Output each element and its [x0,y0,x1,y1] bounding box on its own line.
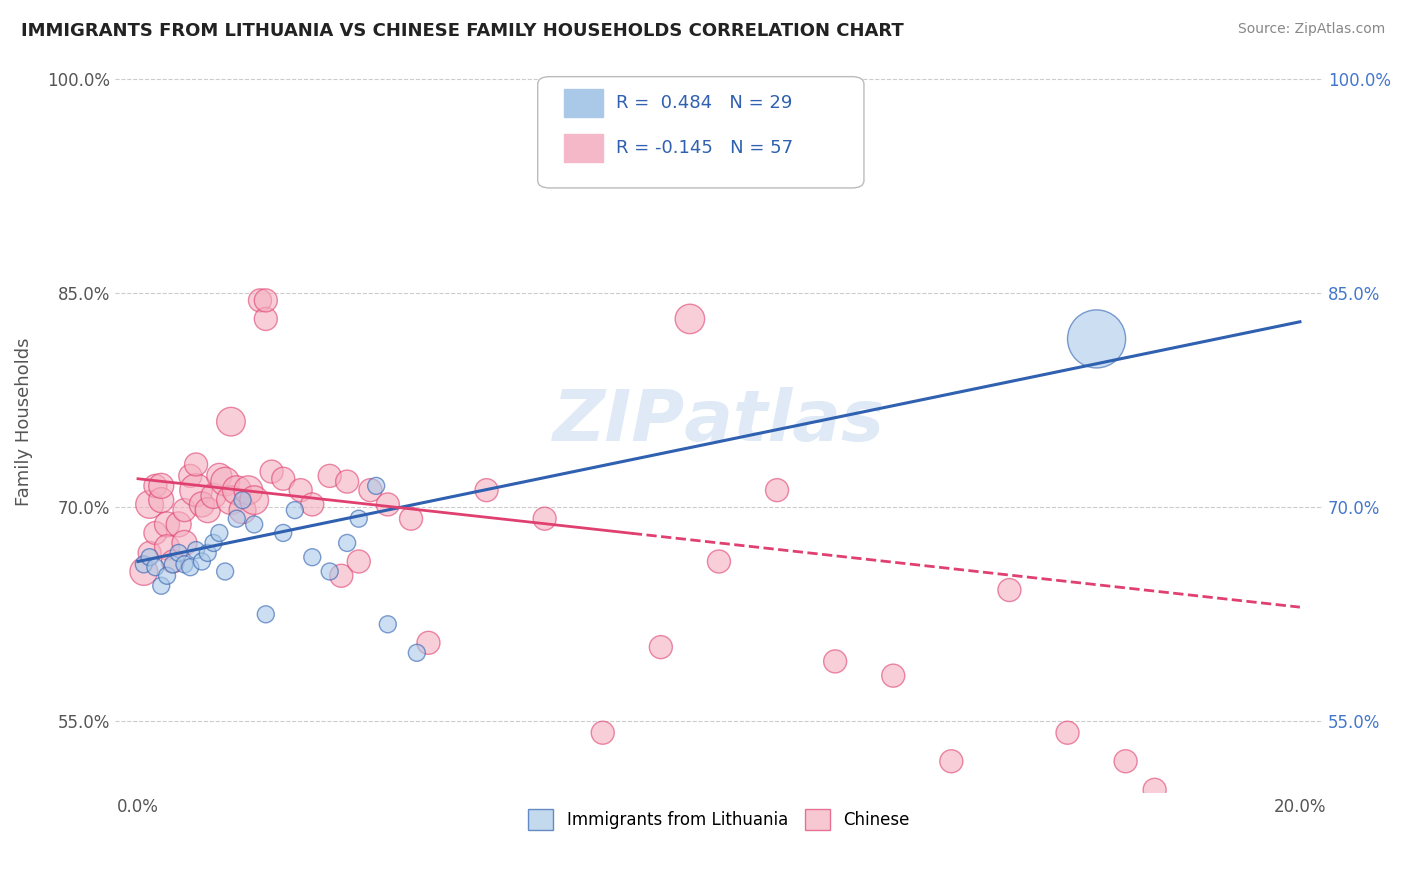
Point [191,497,214,511]
Point [1085,332,1108,346]
Text: R =  0.484   N = 29: R = 0.484 N = 29 [616,95,793,112]
Point [336,536,359,550]
Point [301,550,323,565]
Point [145,479,167,493]
Point [167,517,190,532]
Point [214,475,236,489]
Point [225,511,247,525]
Point [167,546,190,560]
Point [184,483,207,498]
Point [679,312,702,326]
Point [254,312,277,326]
Point [318,469,340,483]
Point [824,654,846,668]
Point [225,483,247,498]
Point [138,550,160,565]
Point [377,497,399,511]
Point [243,517,266,532]
Point [184,543,207,558]
Point [301,497,323,511]
Point [162,554,184,568]
Point [260,465,283,479]
Point [1115,754,1137,768]
Point [998,582,1021,597]
Bar [564,89,603,118]
Point [271,472,294,486]
Y-axis label: Family Households: Family Households [15,337,32,506]
Point [238,483,260,498]
Text: R = -0.145   N = 57: R = -0.145 N = 57 [616,139,793,157]
Point [219,493,242,508]
Point [197,503,219,517]
Point [145,525,167,540]
Point [271,525,294,540]
Point [882,668,904,682]
Point [191,554,214,568]
Point [179,469,201,483]
Point [208,525,231,540]
Point [145,560,167,574]
Legend: Immigrants from Lithuania, Chinese: Immigrants from Lithuania, Chinese [522,803,917,837]
Point [249,293,271,308]
Point [232,503,254,517]
Point [336,475,359,489]
Point [347,511,370,525]
Point [214,565,236,579]
Point [359,483,381,498]
Point [162,558,184,572]
Point [707,554,730,568]
Point [138,497,160,511]
Point [290,483,312,498]
Text: ZIP​atlas: ZIP​atlas [553,387,884,456]
Point [173,536,195,550]
Point [533,511,555,525]
Point [318,565,340,579]
Point [766,483,789,498]
Text: IMMIGRANTS FROM LITHUANIA VS CHINESE FAMILY HOUSEHOLDS CORRELATION CHART: IMMIGRANTS FROM LITHUANIA VS CHINESE FAM… [21,22,904,40]
Point [150,579,173,593]
Point [284,503,307,517]
Point [592,725,614,739]
Point [208,469,231,483]
Point [418,636,440,650]
Point [202,489,225,503]
Point [1143,782,1166,797]
Point [156,540,179,554]
Point [184,458,207,472]
Point [202,536,225,550]
Point [405,646,427,660]
Text: Source: ZipAtlas.com: Source: ZipAtlas.com [1237,22,1385,37]
Point [366,479,388,493]
Point [1056,725,1078,739]
Point [941,754,963,768]
Point [150,479,173,493]
Point [243,493,266,508]
Bar [564,134,603,162]
Point [179,560,201,574]
Point [377,617,399,632]
FancyBboxPatch shape [537,77,863,188]
Point [156,517,179,532]
Point [1173,807,1195,822]
Point [150,493,173,508]
Point [138,546,160,560]
Point [330,568,353,582]
Point [475,483,498,498]
Point [254,607,277,622]
Point [232,493,254,508]
Point [197,546,219,560]
Point [650,640,672,654]
Point [347,554,370,568]
Point [132,565,155,579]
Point [156,568,179,582]
Point [219,415,242,429]
Point [132,558,155,572]
Point [254,293,277,308]
Point [173,503,195,517]
Point [173,558,195,572]
Point [399,511,422,525]
